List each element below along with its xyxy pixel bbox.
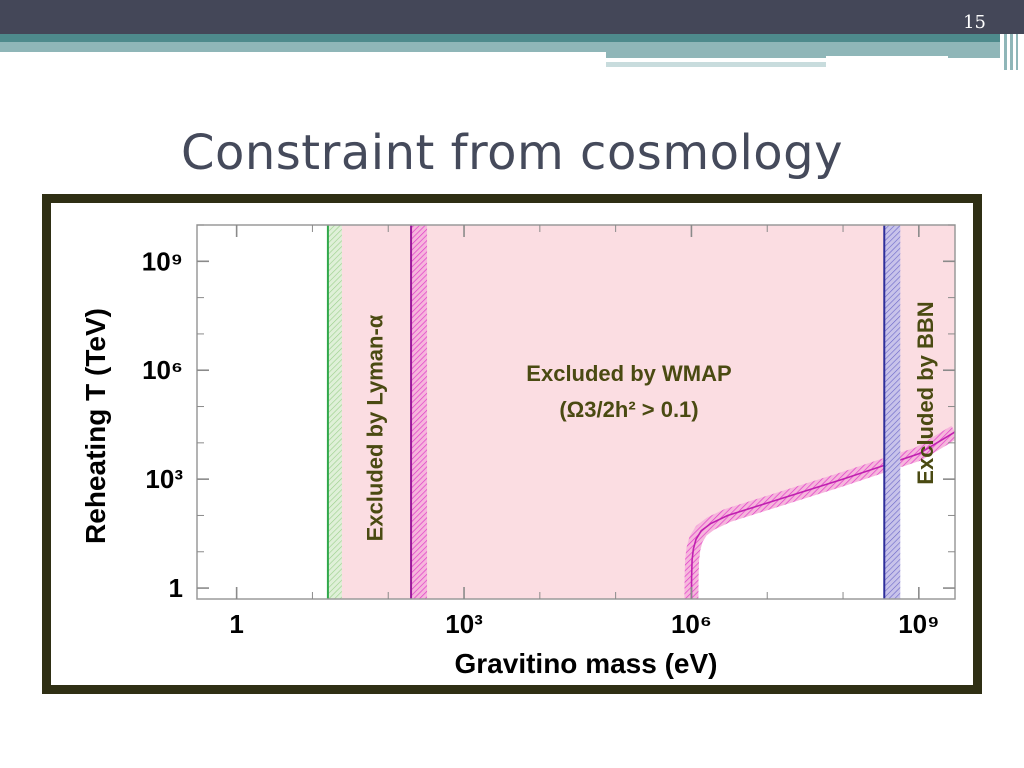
y-tick-label: 1	[169, 573, 183, 603]
slide-number: 15	[963, 12, 986, 33]
y-axis-label: Reheating T (TeV)	[80, 308, 111, 544]
header-stripe-short	[606, 52, 1000, 58]
header-vertical-bars	[1000, 34, 1024, 70]
plot-border	[196, 224, 956, 600]
major-ticks	[197, 225, 955, 599]
bbn-bound-band	[884, 225, 901, 599]
x-tick-label: 10⁶	[671, 609, 712, 639]
wmap-curve-line	[690, 431, 955, 599]
lyman-bound-band	[327, 225, 342, 599]
header-stripe-white	[826, 56, 948, 58]
y-tick-label: 10⁹	[142, 246, 183, 276]
header-stripe-light	[0, 42, 1000, 52]
x-axis-label: Gravitino mass (eV)	[455, 648, 718, 679]
slide-title: Constraint from cosmology	[180, 125, 844, 181]
cosmology-chart: 1 10³ 10⁶ 10⁹ 1 10³ 10⁶ 10⁹ Gravitino ma…	[80, 224, 956, 679]
chart-frame: 1 10³ 10⁶ 10⁹ 1 10³ 10⁶ 10⁹ Gravitino ma…	[42, 194, 982, 694]
x-tick-label: 10³	[445, 609, 483, 639]
lyman-region-label: Excluded by Lyman-α	[362, 314, 387, 541]
x-tick-label: 10⁹	[898, 609, 939, 639]
plot-regions	[326, 225, 955, 599]
minor-ticks	[197, 224, 955, 599]
header-stripe-shorter	[606, 62, 826, 67]
y-tick-label: 10⁶	[142, 355, 183, 385]
y-tick-label: 10³	[145, 464, 183, 494]
wmap-region-label: Excluded by WMAP	[526, 361, 731, 386]
bbn-region-label: Excluded by BBN	[913, 301, 938, 484]
header-bar	[0, 0, 1024, 34]
header-stripe	[0, 34, 1000, 42]
wmap-bound-band	[411, 225, 428, 599]
x-tick-label: 1	[229, 609, 243, 639]
wmap-region-condition: (Ω3/2h² > 0.1)	[559, 397, 698, 422]
chart-area: 1 10³ 10⁶ 10⁹ 1 10³ 10⁶ 10⁹ Gravitino ma…	[51, 203, 973, 685]
